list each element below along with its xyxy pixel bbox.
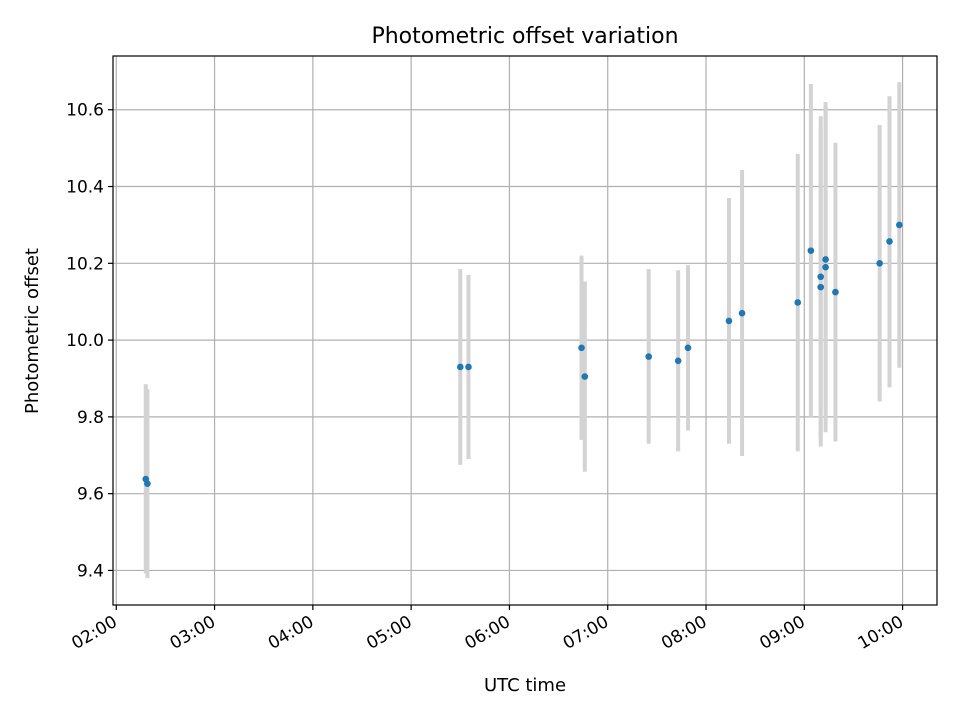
data-point	[144, 480, 151, 487]
y-tick-label: 10.4	[66, 178, 104, 198]
data-point	[738, 309, 746, 317]
data-point	[886, 238, 893, 245]
x-axis-label: UTC time	[484, 675, 566, 696]
data-point	[645, 353, 652, 360]
data-point	[674, 357, 682, 365]
x-tick-label: 05:00	[363, 612, 415, 654]
data-point	[832, 288, 839, 296]
y-tick-label: 10.2	[66, 254, 104, 274]
x-tick-label: 04:00	[265, 612, 317, 654]
plot-frame	[112, 55, 938, 606]
x-tick-label: 10:00	[855, 612, 907, 654]
data-point	[581, 373, 589, 380]
point-layer	[142, 221, 903, 487]
data-point	[725, 317, 733, 325]
chart-title: Photometric offset variation	[371, 24, 678, 49]
y-axis-label: Photometric offset	[22, 248, 43, 414]
data-point	[684, 344, 692, 352]
x-tick-label: 07:00	[560, 612, 612, 654]
data-point	[817, 273, 824, 281]
y-tick-label: 10.6	[66, 101, 104, 121]
x-tick-label: 08:00	[658, 612, 710, 654]
data-point	[876, 260, 883, 267]
data-point	[456, 363, 464, 371]
data-point	[578, 344, 585, 352]
x-tick-label: 03:00	[167, 612, 219, 654]
grid-layer	[113, 56, 937, 605]
y-tick-label: 9.4	[77, 561, 104, 581]
errorbar-layer	[143, 82, 902, 579]
data-point	[807, 247, 815, 254]
y-tick-label: 10.0	[66, 331, 104, 351]
x-tick-label: 02:00	[68, 612, 120, 654]
data-point	[822, 263, 829, 271]
data-point	[822, 256, 829, 263]
x-tick-label: 09:00	[756, 612, 808, 654]
data-point	[465, 363, 472, 371]
y-tick-label: 9.6	[77, 485, 104, 505]
x-tick-label: 06:00	[462, 612, 514, 654]
data-point	[896, 221, 903, 229]
y-tick-label: 9.8	[77, 408, 104, 428]
data-point	[794, 299, 802, 306]
data-point	[817, 283, 824, 291]
